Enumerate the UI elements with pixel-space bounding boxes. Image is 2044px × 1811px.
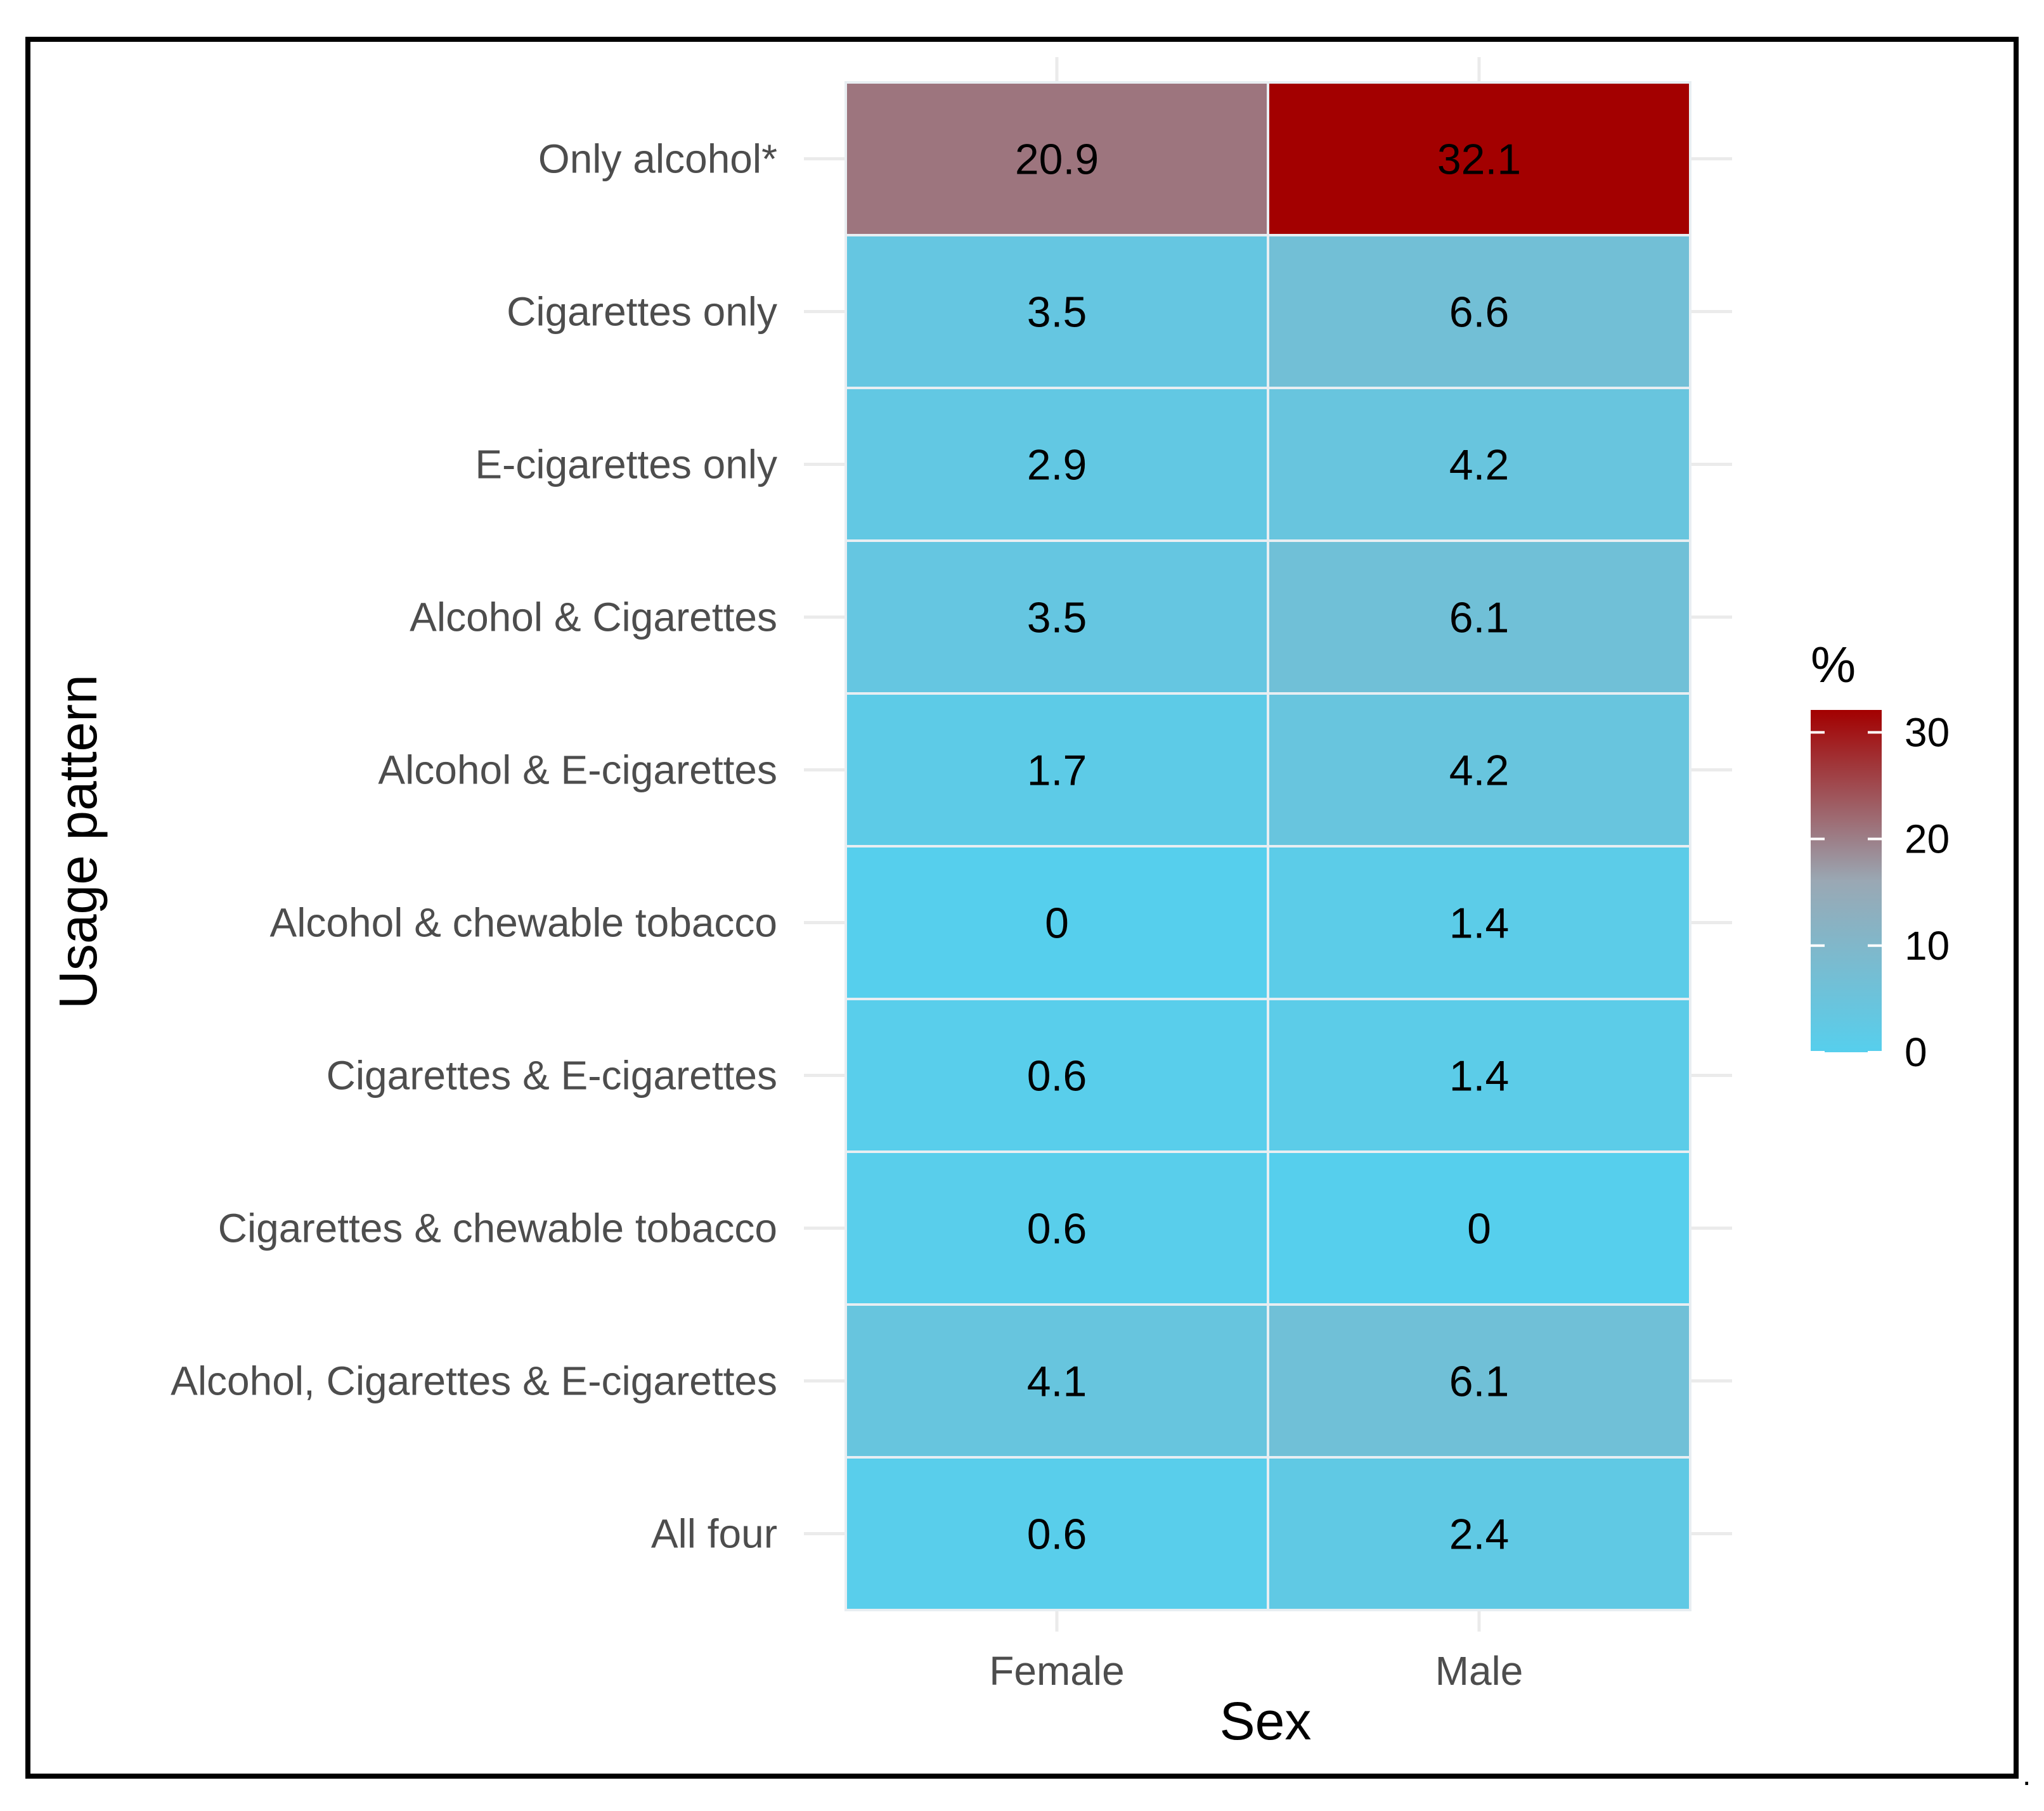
heatmap-cell (844, 845, 1269, 1000)
x-axis-ticks: Female Male (989, 1648, 1523, 1694)
heatmap-cells (844, 81, 1691, 1611)
cell-value-label: 2.9 (1027, 441, 1087, 489)
colorbar-tick-label: 10 (1905, 923, 1950, 969)
heatmap-cell (844, 692, 1269, 847)
cell-value-label: 3.5 (1027, 288, 1087, 337)
heatmap-cell (844, 1303, 1269, 1459)
y-tick-label: Alcohol, Cigarettes & E-cigarettes (171, 1358, 777, 1404)
heatmap-cell (844, 1150, 1269, 1306)
cell-value-label: 32.1 (1437, 136, 1521, 184)
cell-value-label: 0.6 (1027, 1205, 1087, 1253)
heatmap-cell (1267, 387, 1691, 542)
colorbar-tick-label: 20 (1905, 816, 1950, 862)
cell-value-label: 0.6 (1027, 1511, 1087, 1559)
heatmap-cell (844, 1456, 1269, 1611)
x-tick-label: Female (989, 1648, 1124, 1694)
y-axis-ticks: Only alcohol* Cigarettes only E-cigarettes… (171, 136, 777, 1557)
x-tick-label: Male (1435, 1648, 1523, 1694)
cell-value-label: 1.7 (1027, 747, 1087, 795)
y-tick-label: Only alcohol* (538, 136, 777, 182)
colorbar-tick-label: 0 (1905, 1029, 1927, 1075)
y-tick-label: Cigarettes only (507, 289, 777, 335)
colorbar-title: % (1811, 636, 1856, 693)
colorbar (1811, 710, 1882, 1052)
heatmap-cell (844, 539, 1269, 695)
heatmap-cell (1267, 539, 1691, 695)
y-axis-title: Usage pattern (48, 674, 108, 1009)
cell-value-label: 1.4 (1449, 899, 1510, 948)
cell-value-label: 4.2 (1449, 747, 1510, 795)
y-tick-label: All four (651, 1511, 777, 1557)
heatmap-cell (1267, 1456, 1691, 1611)
heatmap-cell (1267, 692, 1691, 847)
y-tick-label: Alcohol & Cigarettes (410, 595, 777, 640)
heatmap-cell (1267, 81, 1691, 236)
x-axis-title: Sex (1220, 1691, 1312, 1751)
cell-value-label: 6.1 (1449, 594, 1510, 642)
cell-value-label: 4.2 (1449, 441, 1510, 489)
colorbar-tick-label: 30 (1905, 709, 1950, 755)
cell-value-label: 0 (1045, 899, 1069, 948)
cell-value-label: 20.9 (1015, 136, 1099, 184)
cell-value-label: 6.6 (1449, 288, 1510, 337)
cell-value-label: 6.1 (1449, 1358, 1510, 1406)
cell-value-label: 2.4 (1449, 1511, 1510, 1559)
cell-value-label: 0 (1467, 1205, 1491, 1253)
y-tick-label: Cigarettes & chewable tobacco (218, 1206, 777, 1251)
y-tick-label: Alcohol & E-cigarettes (378, 747, 777, 793)
trailing-period: . (2022, 1758, 2031, 1792)
cell-value-label: 4.1 (1027, 1358, 1087, 1406)
y-tick-label: E-cigarettes only (475, 442, 777, 487)
heatmap-cell (844, 234, 1269, 389)
cell-value-label: 3.5 (1027, 594, 1087, 642)
colorbar-ticks: 0 10 20 30 (1811, 709, 1950, 1075)
cell-value-label: 0.6 (1027, 1052, 1087, 1100)
heatmap-cell (844, 81, 1269, 236)
heatmap-cell (844, 998, 1269, 1153)
y-tick-label: Alcohol & chewable tobacco (270, 900, 778, 946)
heatmap-cell (1267, 1303, 1691, 1459)
cell-value-label: 1.4 (1449, 1052, 1510, 1100)
heatmap-cell (1267, 1150, 1691, 1306)
y-tick-label: Cigarettes & E-cigarettes (327, 1053, 777, 1099)
cell-value-labels: 20.9 32.1 3.5 6.6 2.9 4.2 3.5 6.1 1.7 4.2 0 1.4 0.6 1… (1015, 136, 1521, 1559)
